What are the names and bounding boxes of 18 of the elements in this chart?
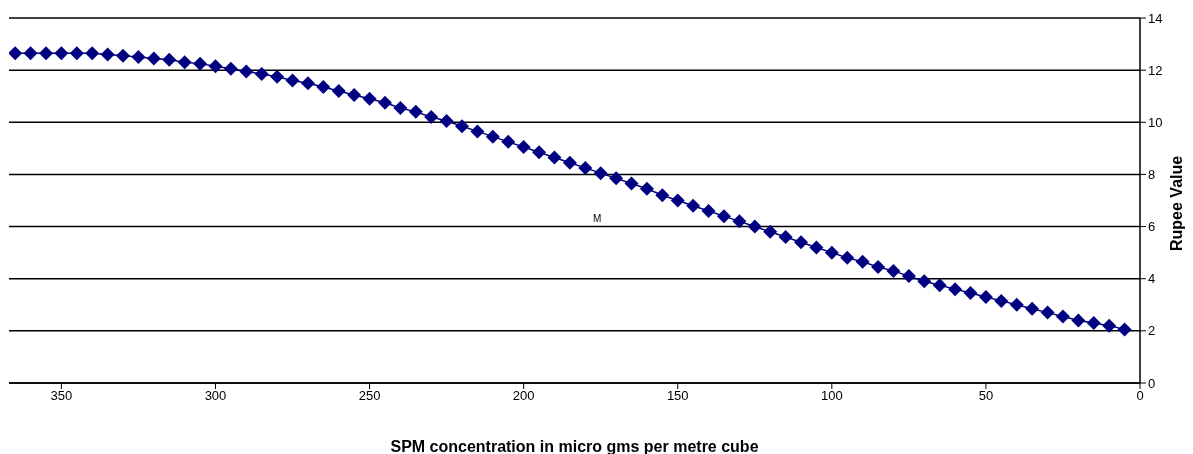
x-tick-label: 300 [204, 388, 227, 404]
y-tick-label: 6 [1148, 219, 1156, 235]
x-tick-label: 100 [820, 388, 843, 404]
y-tick-label: 14 [1148, 10, 1163, 26]
y-tick-label: 4 [1148, 271, 1156, 287]
y-tick-label: 12 [1148, 62, 1163, 78]
y-tick-label: 2 [1148, 323, 1156, 339]
x-tick-label: 350 [50, 388, 73, 404]
x-tick-label: 50 [978, 388, 994, 404]
annotation: M [593, 213, 602, 224]
x-tick-label: 0 [1136, 388, 1144, 404]
y-tick-label: 0 [1148, 375, 1156, 391]
y-axis-title: Rupee Value [1168, 154, 1186, 253]
y-tick-label: 10 [1148, 114, 1163, 130]
x-tick-label: 150 [666, 388, 689, 404]
x-tick-label: 250 [358, 388, 381, 404]
x-tick-label: 200 [512, 388, 535, 404]
y-tick-label: 8 [1148, 167, 1156, 183]
